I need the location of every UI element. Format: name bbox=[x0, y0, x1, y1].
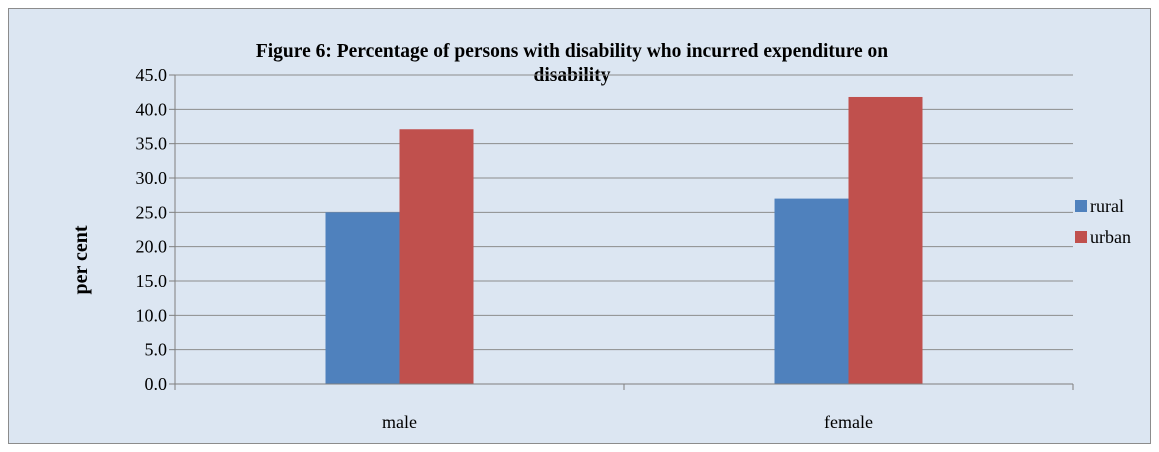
legend-swatch-urban bbox=[1075, 231, 1087, 243]
y-tick-label: 35.0 bbox=[136, 134, 168, 154]
y-tick-label: 40.0 bbox=[136, 99, 168, 119]
chart-title-line-1: Figure 6: Percentage of persons with dis… bbox=[256, 41, 888, 62]
bars bbox=[325, 96, 923, 385]
bar-urban-female bbox=[848, 96, 923, 385]
y-tick-label: 45.0 bbox=[136, 65, 168, 85]
chart-frame: Figure 6: Percentage of persons with dis… bbox=[8, 8, 1151, 444]
y-tick-label: 20.0 bbox=[136, 237, 168, 257]
x-axis bbox=[174, 383, 1074, 390]
bar-rural-female bbox=[774, 198, 849, 384]
y-axis-label: per cent bbox=[70, 225, 92, 294]
y-tick-label: 5.0 bbox=[145, 340, 168, 360]
gridlines bbox=[175, 74, 1073, 351]
x-axis-ticks: male female bbox=[382, 412, 873, 432]
y-tick-label: 25.0 bbox=[136, 202, 168, 222]
y-tick-label: 10.0 bbox=[136, 305, 168, 325]
bar-urban-male bbox=[399, 129, 474, 384]
legend-swatch-rural bbox=[1075, 200, 1087, 212]
x-tick-label: female bbox=[824, 412, 873, 432]
x-tick-label: male bbox=[382, 412, 417, 432]
legend-label-rural: rural bbox=[1090, 196, 1124, 216]
y-axis-ticks: 0.0 5.0 10.0 15.0 20.0 25.0 30.0 35.0 40.0 45.0 bbox=[136, 65, 176, 394]
y-tick-label: 0.0 bbox=[145, 374, 168, 394]
legend: rural urban bbox=[1075, 196, 1131, 247]
y-tick-label: 15.0 bbox=[136, 271, 168, 291]
bar-chart: Figure 6: Percentage of persons with dis… bbox=[70, 41, 1131, 432]
y-tick-label: 30.0 bbox=[136, 168, 168, 188]
bar-rural-male bbox=[325, 212, 400, 384]
chart-title: Figure 6: Percentage of persons with dis… bbox=[256, 41, 888, 86]
legend-label-urban: urban bbox=[1090, 227, 1131, 247]
